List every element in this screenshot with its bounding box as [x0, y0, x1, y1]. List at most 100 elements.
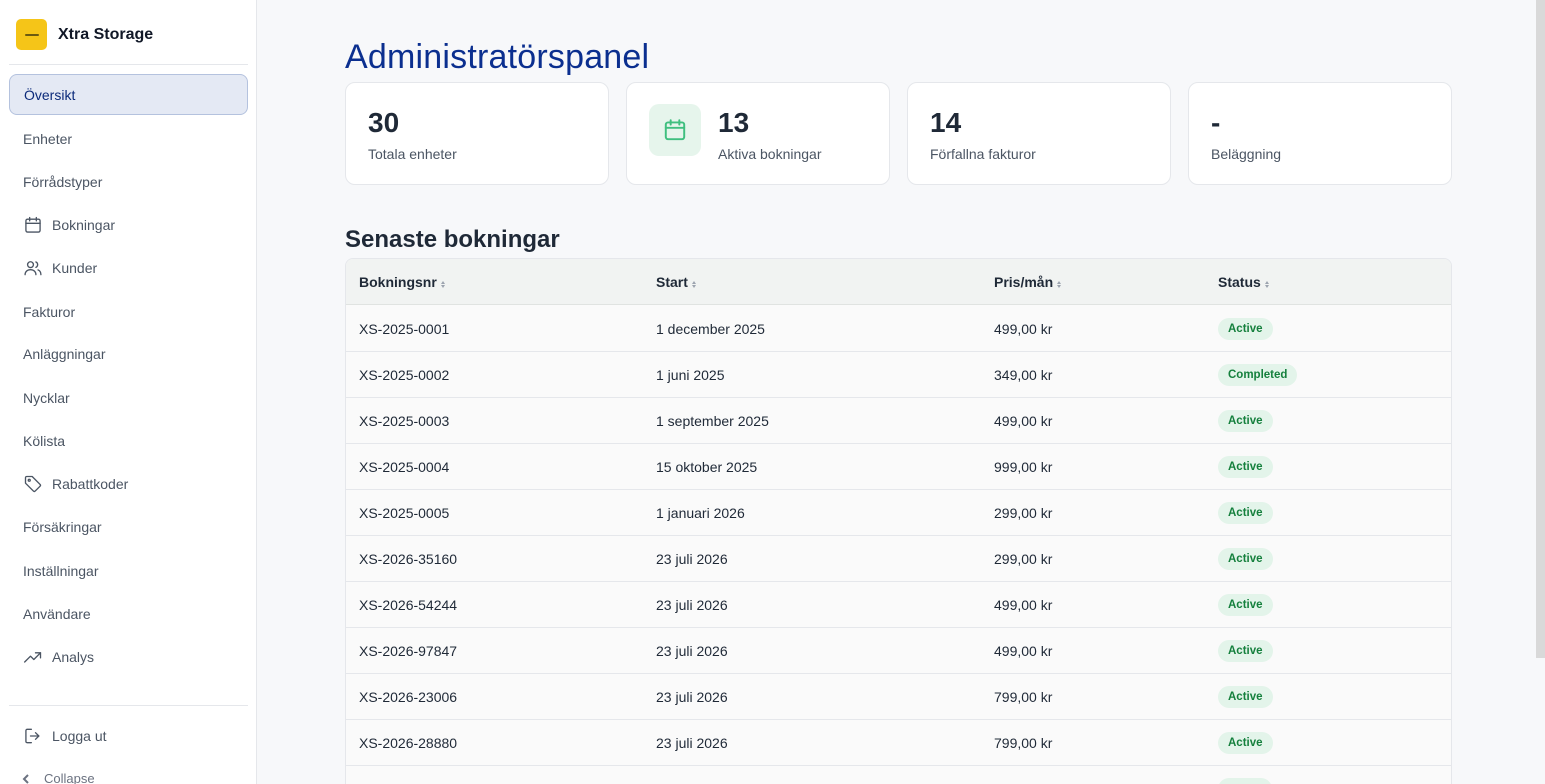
sidebar-item-bokningar[interactable]: Bokningar: [9, 204, 248, 245]
trending-up-icon: [23, 647, 43, 667]
sidebar-item-enheter[interactable]: Enheter: [9, 118, 248, 159]
cell-start: 23 juli 2026: [656, 597, 728, 613]
cell-start: 1 januari 2026: [656, 505, 745, 521]
cell-booking-id: XS-2026-23006: [359, 689, 458, 705]
tag-icon: [23, 474, 43, 494]
column-label: Start: [656, 274, 688, 290]
status-badge: Active: [1218, 732, 1273, 754]
sidebar-item-label: Kunder: [52, 259, 98, 276]
sidebar-item-label: Rabattkoder: [52, 475, 129, 492]
table-row[interactable]: XS-2025-0001 1 december 2025 499,00 kr A…: [346, 306, 1451, 352]
brand-logo: [16, 19, 47, 50]
cell-booking-id: XS-2025-0002: [359, 367, 450, 383]
sidebar-item-label: Försäkringar: [23, 518, 102, 535]
calendar-icon: [23, 215, 43, 235]
sidebar-item-anlaggningar[interactable]: Anläggningar: [9, 333, 248, 374]
logout-button[interactable]: Logga ut: [9, 715, 248, 756]
sidebar-item-label: Inställningar: [23, 562, 99, 579]
sidebar-item-label: Kölista: [23, 432, 66, 449]
table-row[interactable]: XS-2026-97847 23 juli 2026 499,00 kr Act…: [346, 628, 1451, 674]
cell-booking-id: XS-2026-54244: [359, 597, 458, 613]
column-header-status[interactable]: Status: [1218, 274, 1269, 290]
table-row[interactable]: XS-2026-54244 23 juli 2026 499,00 kr Act…: [346, 582, 1451, 628]
scrollbar[interactable]: [1536, 0, 1545, 658]
stat-card-occupancy: - Beläggning: [1188, 82, 1452, 185]
status-badge: Active: [1218, 318, 1273, 340]
sidebar-item-analys[interactable]: Analys: [9, 636, 248, 677]
sidebar-item-kolista[interactable]: Kölista: [9, 420, 248, 461]
cell-start: 23 juli 2026: [656, 551, 728, 567]
table-row[interactable]: XS-2025-0002 1 juni 2025 349,00 kr Compl…: [346, 352, 1451, 398]
column-label: Pris/mån: [994, 274, 1054, 290]
column-header-price[interactable]: Pris/mån: [994, 274, 1062, 290]
table-row[interactable]: XS-2025-0003 1 september 2025 499,00 kr …: [346, 398, 1451, 444]
stat-card-active-bookings: 13 Aktiva bokningar: [626, 82, 890, 185]
stat-label: Beläggning: [1211, 146, 1282, 162]
cell-booking-id: XS-2026-35160: [359, 551, 458, 567]
table-row[interactable]: XS-2026-28880 23 juli 2026 799,00 kr Act…: [346, 720, 1451, 766]
cell-price: 499,00 kr: [994, 597, 1053, 613]
section-title: Senaste bokningar: [345, 226, 560, 253]
table-row[interactable]: XS-2025-0005 1 januari 2026 299,00 kr Ac…: [346, 490, 1451, 536]
sidebar-item-rabattkoder[interactable]: Rabattkoder: [9, 463, 248, 504]
cell-price: 799,00 kr: [994, 735, 1053, 751]
chevron-left-icon: [22, 773, 29, 784]
status-badge: Active: [1218, 502, 1273, 524]
users-icon: [23, 258, 43, 278]
table-row[interactable]: XS-2025-0004 15 oktober 2025 999,00 kr A…: [346, 444, 1451, 490]
status-badge: Active: [1218, 410, 1273, 432]
stat-value: 13: [718, 107, 750, 138]
cell-booking-id: XS-2025-0005: [359, 505, 450, 521]
cell-price: 799,00 kr: [994, 689, 1053, 705]
cell-start: 23 juli 2026: [656, 735, 728, 751]
sidebar-item-forsakringar[interactable]: Försäkringar: [9, 506, 248, 547]
divider: [9, 705, 248, 706]
sidebar-item-kunder[interactable]: Kunder: [9, 247, 248, 288]
cell-booking-id: XS-2025-0001: [359, 321, 450, 337]
status-badge: [1218, 778, 1272, 784]
table-row[interactable]: [346, 766, 1451, 784]
stat-label: Aktiva bokningar: [718, 146, 822, 162]
sidebar-item-fakturor[interactable]: Fakturor: [9, 291, 248, 332]
stat-value: -: [1211, 107, 1221, 138]
cell-start: 23 juli 2026: [656, 643, 728, 659]
cell-price: 499,00 kr: [994, 321, 1053, 337]
sidebar-item-nycklar[interactable]: Nycklar: [9, 377, 248, 418]
sidebar-item-anvandare[interactable]: Användare: [9, 593, 248, 634]
status-badge: Active: [1218, 548, 1273, 570]
cell-price: 999,00 kr: [994, 459, 1053, 475]
cell-price: 299,00 kr: [994, 551, 1053, 567]
cell-start: 23 juli 2026: [656, 689, 728, 705]
table-header: Bokningsnr Start Pris/mån Status: [346, 259, 1451, 305]
column-header-start[interactable]: Start: [656, 274, 696, 290]
column-label: Status: [1218, 274, 1261, 290]
cell-booking-id: XS-2025-0003: [359, 413, 450, 429]
status-badge: Active: [1218, 456, 1273, 478]
column-header-bokningsnr[interactable]: Bokningsnr: [359, 274, 445, 290]
collapse-button[interactable]: Collapse: [20, 771, 95, 784]
cell-booking-id: XS-2026-97847: [359, 643, 458, 659]
sidebar-item-oversikt[interactable]: Översikt: [9, 74, 248, 115]
brand[interactable]: Xtra Storage: [16, 19, 153, 50]
stat-label: Förfallna fakturor: [930, 146, 1036, 162]
status-badge: Active: [1218, 594, 1273, 616]
column-label: Bokningsnr: [359, 274, 437, 290]
sidebar-item-label: Anläggningar: [23, 345, 106, 362]
stat-value: 30: [368, 107, 400, 138]
cell-booking-id: XS-2025-0004: [359, 459, 450, 475]
sidebar-item-label: Förrådstyper: [23, 173, 103, 190]
status-badge: Active: [1218, 686, 1273, 708]
sidebar-item-label: Fakturor: [23, 303, 76, 320]
cell-start: 1 juni 2025: [656, 367, 725, 383]
sidebar-item-label: Analys: [52, 648, 95, 665]
divider: [9, 64, 248, 65]
sort-icon: [440, 280, 445, 288]
sidebar-item-installningar[interactable]: Inställningar: [9, 550, 248, 591]
sidebar-item-forradstyper[interactable]: Förrådstyper: [9, 161, 248, 202]
table-row[interactable]: XS-2026-35160 23 juli 2026 299,00 kr Act…: [346, 536, 1451, 582]
stat-value: 14: [930, 107, 962, 138]
cell-booking-id: XS-2026-28880: [359, 735, 458, 751]
cell-price: 299,00 kr: [994, 505, 1053, 521]
table-row[interactable]: XS-2026-23006 23 juli 2026 799,00 kr Act…: [346, 674, 1451, 720]
collapse-label: Collapse: [44, 771, 95, 784]
